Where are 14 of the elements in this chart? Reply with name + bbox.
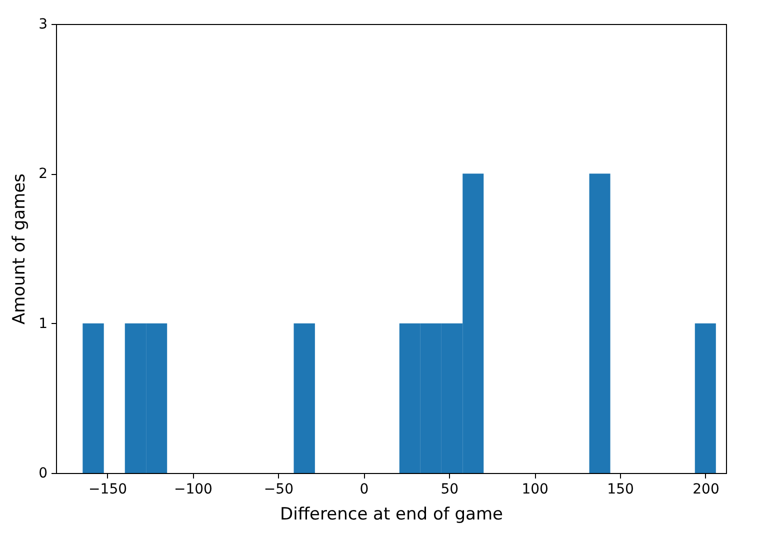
x-tick-label: −100 [174,482,212,498]
x-tick-label: −150 [88,482,127,498]
y-tick-label: 0 [38,466,48,482]
x-tick-label: 200 [692,482,720,498]
y-tick-label: 1 [38,316,48,332]
x-axis-title: Difference at end of game [280,504,503,524]
x-tick-label: 100 [522,482,548,498]
x-tick-label: 50 [440,482,459,498]
x-tick-label: −50 [264,482,294,498]
y-axis-title: Amount of games [10,173,30,325]
y-tick-label: 2 [38,166,48,182]
x-tick-label: 0 [360,482,369,498]
y-tick-label: 3 [38,16,48,32]
x-tick-label: 150 [607,482,634,498]
